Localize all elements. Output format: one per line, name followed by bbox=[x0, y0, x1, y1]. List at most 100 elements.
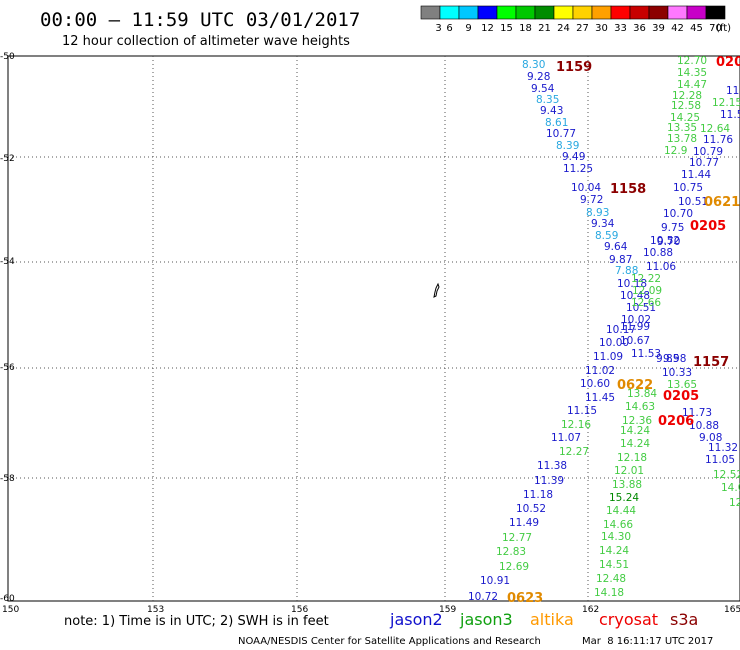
wave-height-value: 8.59 bbox=[595, 230, 618, 242]
legend-swatch bbox=[705, 5, 726, 20]
latitude-label: -58 bbox=[0, 474, 15, 484]
lat-lon-grid bbox=[8, 56, 740, 601]
wave-height-value: 11.73 bbox=[682, 407, 712, 419]
footer-credit: NOAA/NESDIS Center for Satellite Applica… bbox=[238, 636, 541, 647]
wave-height-value: 11.32 bbox=[708, 442, 738, 454]
wave-height-value: 10.04 bbox=[571, 182, 601, 194]
wave-height-value: 11.25 bbox=[563, 163, 593, 175]
wave-height-value: 10.02 bbox=[621, 314, 651, 326]
wave-height-value: 12.64 bbox=[700, 123, 730, 135]
map-frame bbox=[7, 55, 740, 602]
wave-height-value: 12.18 bbox=[617, 452, 647, 464]
satellite-name-jason3: jason3 bbox=[459, 610, 513, 629]
wave-height-value: 8.61 bbox=[545, 117, 568, 129]
wave-height-value: 9.43 bbox=[540, 105, 563, 117]
wave-height-value: 14.63 bbox=[625, 401, 655, 413]
satellite-name-cryosat: cryosat bbox=[599, 610, 658, 629]
legend-label: 15 bbox=[500, 23, 513, 34]
wave-height-value: 14.66 bbox=[603, 519, 633, 531]
legend-swatch bbox=[648, 5, 669, 20]
wave-height-value: 9.08 bbox=[699, 432, 722, 444]
wave-height-value: 10.79 bbox=[693, 146, 723, 158]
wave-height-value: 12.15 bbox=[712, 97, 740, 109]
wave-height-value: 12.28 bbox=[672, 90, 702, 102]
pass-time-label: 0206 bbox=[658, 414, 694, 429]
pass-time-label: 1158 bbox=[610, 182, 646, 197]
wave-height-value: 11.39 bbox=[534, 475, 564, 487]
satellite-name-jason2: jason2 bbox=[389, 610, 443, 629]
wave-height-value: 11.38 bbox=[537, 460, 567, 472]
legend-swatch bbox=[477, 5, 498, 20]
longitude-label: 159 bbox=[439, 605, 456, 615]
wave-height-value: 13.65 bbox=[667, 379, 697, 391]
wave-height-value: 12.66 bbox=[631, 297, 661, 309]
wave-height-value: 11.44 bbox=[681, 169, 711, 181]
wave-height-value: 10.18 bbox=[617, 278, 647, 290]
legend-swatch bbox=[515, 5, 536, 20]
legend-unit: (ft) bbox=[716, 23, 731, 34]
legend-label: 70 bbox=[709, 23, 722, 34]
wave-height-value: 10.67 bbox=[620, 335, 650, 347]
satellite-name-s3a: s3a bbox=[670, 610, 698, 629]
wave-height-value: 12.22 bbox=[631, 273, 661, 285]
wave-height-value: 11.49 bbox=[509, 517, 539, 529]
legend-swatch bbox=[458, 5, 479, 20]
legend-swatch bbox=[667, 5, 688, 20]
latitude-label: -52 bbox=[0, 154, 15, 164]
wave-height-legend: 3 6 9 12 15 18 21 24 27 30 33 36 39 42 45 70 bbox=[420, 5, 726, 34]
legend-label: 3 bbox=[435, 23, 441, 34]
wave-height-value: 10.48 bbox=[620, 290, 650, 302]
legend-swatch bbox=[496, 5, 517, 20]
island-outline bbox=[433, 282, 440, 298]
wave-height-value: 12.9 bbox=[664, 145, 687, 157]
legend-swatch bbox=[439, 5, 460, 20]
wave-height-value: 13.35 bbox=[667, 122, 697, 134]
wave-height-value: 11.06 bbox=[646, 261, 676, 273]
wave-height-value: 11.53 bbox=[631, 348, 661, 360]
wave-height-value: 14.24 bbox=[620, 438, 650, 450]
wave-height-value: 14.35 bbox=[677, 67, 707, 79]
wave-height-value: 12.52 bbox=[713, 469, 740, 481]
wave-height-value: 11.02 bbox=[585, 365, 615, 377]
longitude-label: 153 bbox=[147, 605, 164, 615]
wave-height-value: 7.88 bbox=[615, 265, 638, 277]
wave-height-value: 10.91 bbox=[480, 575, 510, 587]
wave-height-value: 9.75 bbox=[661, 222, 684, 234]
wave-height-value: 10.51 bbox=[678, 196, 708, 208]
legend-swatch bbox=[610, 5, 631, 20]
wave-height-value: 15.24 bbox=[609, 492, 639, 504]
pass-time-label: 020 bbox=[716, 55, 740, 70]
wave-height-value: 10.60 bbox=[580, 378, 610, 390]
wave-height-value: 11.05 bbox=[705, 454, 735, 466]
wave-height-value: 10.88 bbox=[689, 420, 719, 432]
satellite-name-altika: altika bbox=[530, 610, 574, 629]
wave-height-value: 10.51 bbox=[626, 302, 656, 314]
wave-height-value: 9.34 bbox=[591, 218, 615, 230]
wave-height-value: 11.15 bbox=[567, 405, 597, 417]
wave-height-value: 9.85 bbox=[656, 353, 679, 365]
wave-height-value: 9.54 bbox=[531, 83, 555, 95]
wave-height-value: 10.75 bbox=[673, 182, 703, 194]
legend-label: 27 bbox=[576, 23, 589, 34]
wave-height-value: 9.98 bbox=[663, 353, 686, 365]
legend-swatch bbox=[420, 5, 441, 20]
wave-height-value: 12.01 bbox=[614, 465, 644, 477]
wave-height-value: 14.24 bbox=[599, 545, 629, 557]
legend-swatch bbox=[534, 5, 555, 20]
observation-values: 8.309.289.548.359.438.6110.778.399.4911.… bbox=[468, 55, 740, 603]
pass-time-label: 1157 bbox=[693, 355, 729, 370]
wave-height-value: 9.72 bbox=[580, 194, 603, 206]
wave-height-value: 9.28 bbox=[527, 71, 550, 83]
legend-label: 9 bbox=[465, 23, 471, 34]
wave-height-value: 8.35 bbox=[536, 94, 559, 106]
wave-height-value: 8.93 bbox=[586, 207, 609, 219]
wave-height-value: 11.18 bbox=[523, 489, 553, 501]
wave-height-value: 11.55 bbox=[720, 109, 740, 121]
pass-time-label: 0205 bbox=[663, 389, 699, 404]
wave-height-value: 9.64 bbox=[604, 241, 628, 253]
wave-height-value: 8.30 bbox=[522, 59, 545, 71]
wave-height-value: 12.48 bbox=[596, 573, 626, 585]
legend-label: 33 bbox=[614, 23, 627, 34]
legend-swatch bbox=[572, 5, 593, 20]
